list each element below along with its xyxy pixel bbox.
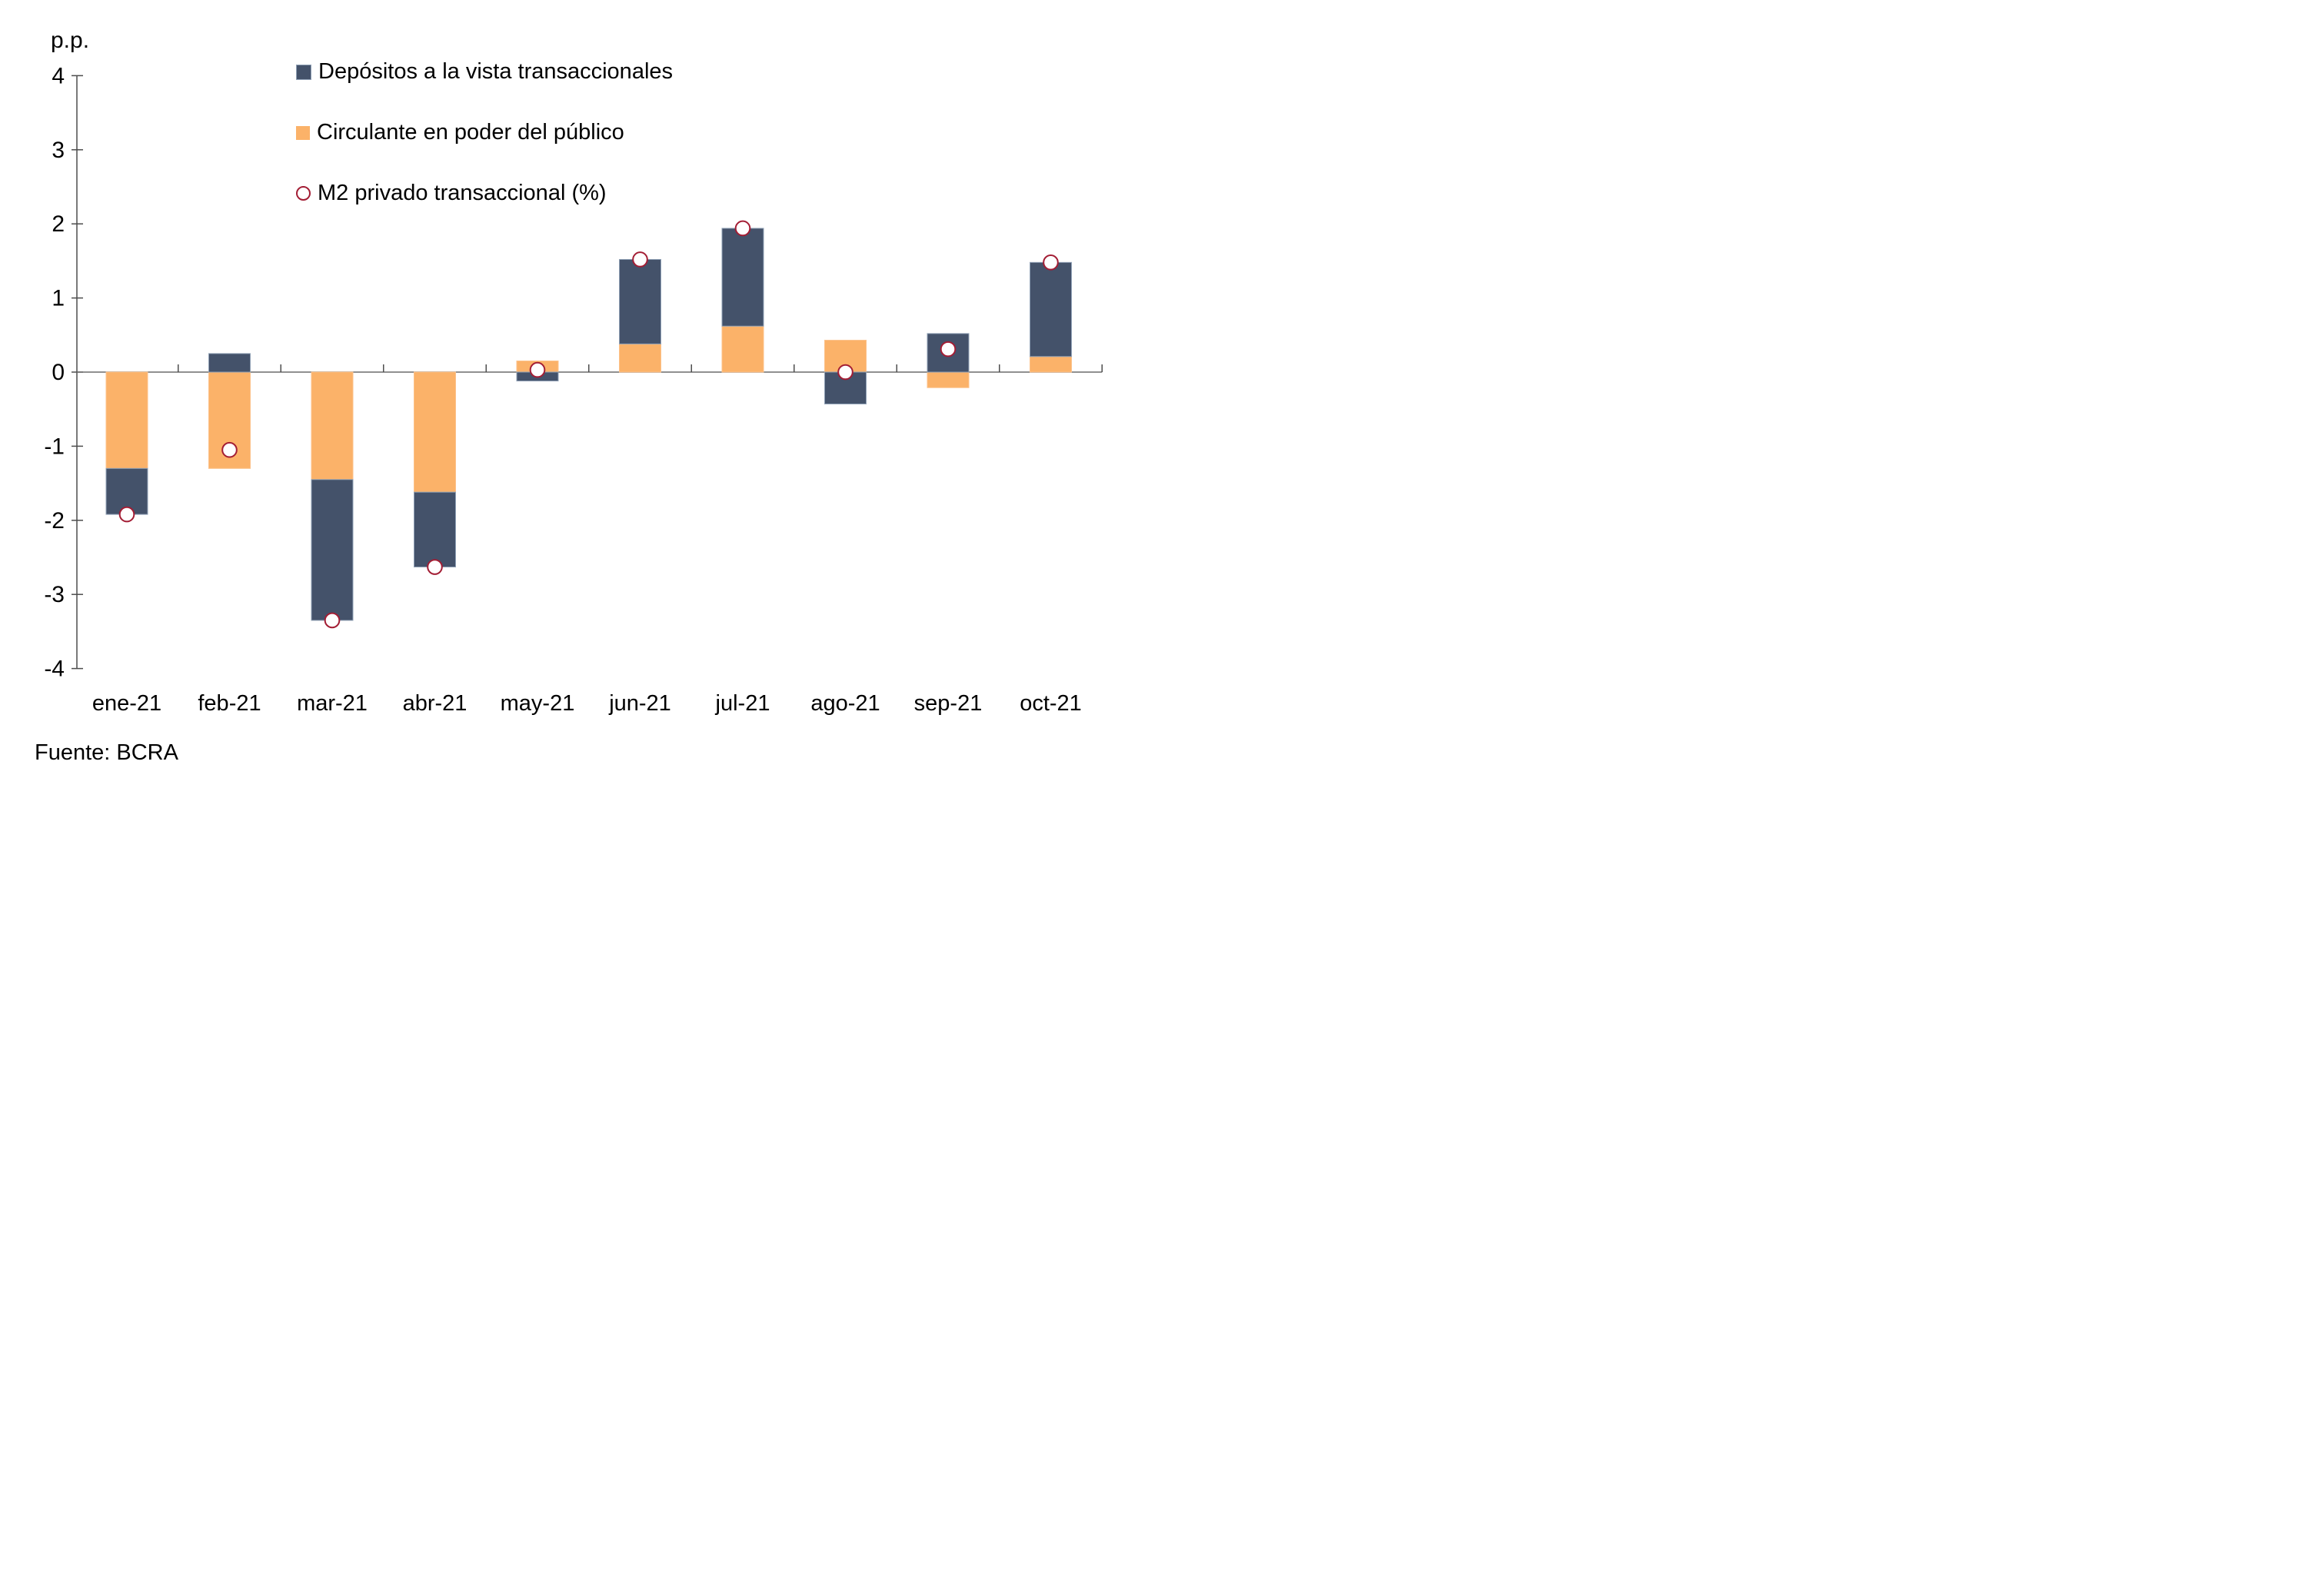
bar-circulante-oct-21 — [1030, 356, 1072, 373]
y-tick-label-0: 0 — [52, 360, 65, 385]
m2-marker-sep-21 — [940, 341, 957, 357]
x-label-sep-21: sep-21 — [914, 691, 983, 716]
bar-depositos-feb-21 — [208, 353, 251, 373]
m2-marker-abr-21 — [427, 559, 443, 575]
source-caption: Fuente: BCRA — [35, 740, 178, 765]
y-tick-label--3: -3 — [44, 582, 65, 607]
m2-marker-jun-21 — [632, 251, 648, 268]
bar-depositos-mar-21 — [311, 479, 354, 621]
x-label-oct-21: oct-21 — [1020, 691, 1082, 716]
stacked-bar-chart: 4 3 2 1 0 -1 -2 -3 -4 ene-21 feb-21 mar-21 abr-21 may… — [44, 63, 1103, 716]
legend-label-circulante: Circulante en poder del público — [317, 120, 624, 145]
depositos-swatch-icon — [296, 64, 311, 80]
y-tick-label--4: -4 — [44, 657, 65, 682]
bar-depositos-jul-21 — [721, 228, 764, 327]
x-label-mar-21: mar-21 — [297, 691, 368, 716]
bar-circulante-mar-21 — [311, 371, 354, 480]
x-label-ago-21: ago-21 — [810, 691, 880, 716]
x-label-ene-21: ene-21 — [92, 691, 161, 716]
x-label-feb-21: feb-21 — [198, 691, 261, 716]
y-tick-label--1: -1 — [44, 434, 65, 459]
chart-canvas: p.p. Depósitos a la vista transaccionale… — [0, 0, 1153, 798]
y-tick-label-1: 1 — [52, 286, 65, 311]
y-axis-unit-label: p.p. — [51, 28, 90, 53]
bar-circulante-jun-21 — [619, 343, 661, 373]
y-tick-label-4: 4 — [52, 63, 65, 88]
legend-item-circulante: Circulante en poder del público — [296, 116, 673, 149]
bar-circulante-sep-21 — [927, 371, 970, 388]
m2-marker-jul-21 — [734, 220, 751, 237]
y-tick-label-2: 2 — [52, 211, 65, 237]
x-label-abr-21: abr-21 — [403, 691, 468, 716]
y-tick-label-3: 3 — [52, 138, 65, 163]
m2-marker-oct-21 — [1043, 254, 1059, 271]
legend-label-depositos: Depósitos a la vista transaccionales — [318, 59, 674, 84]
x-label-may-21: may-21 — [501, 691, 575, 716]
legend: Depósitos a la vista transaccionales Cir… — [296, 55, 673, 210]
bar-circulante-jul-21 — [721, 325, 764, 373]
legend-label-m2: M2 privado transaccional (%) — [318, 181, 607, 205]
circulante-swatch-icon — [296, 125, 310, 140]
m2-circle-marker-icon — [296, 186, 311, 201]
bar-circulante-abr-21 — [414, 371, 456, 493]
m2-marker-feb-21 — [221, 441, 238, 458]
m2-marker-may-21 — [529, 361, 546, 378]
m2-marker-ene-21 — [118, 506, 135, 523]
legend-item-depositos: Depósitos a la vista transaccionales — [296, 55, 673, 88]
m2-marker-mar-21 — [324, 612, 341, 629]
y-tick-label--2: -2 — [44, 508, 65, 534]
bar-depositos-jun-21 — [619, 258, 661, 344]
m2-marker-ago-21 — [837, 364, 854, 381]
legend-item-m2: M2 privado transaccional (%) — [296, 177, 673, 210]
bar-depositos-oct-21 — [1030, 261, 1072, 357]
bar-circulante-ene-21 — [105, 371, 148, 469]
bar-depositos-abr-21 — [414, 491, 456, 568]
x-label-jun-21: jun-21 — [608, 691, 671, 716]
x-label-jul-21: jul-21 — [715, 691, 770, 716]
